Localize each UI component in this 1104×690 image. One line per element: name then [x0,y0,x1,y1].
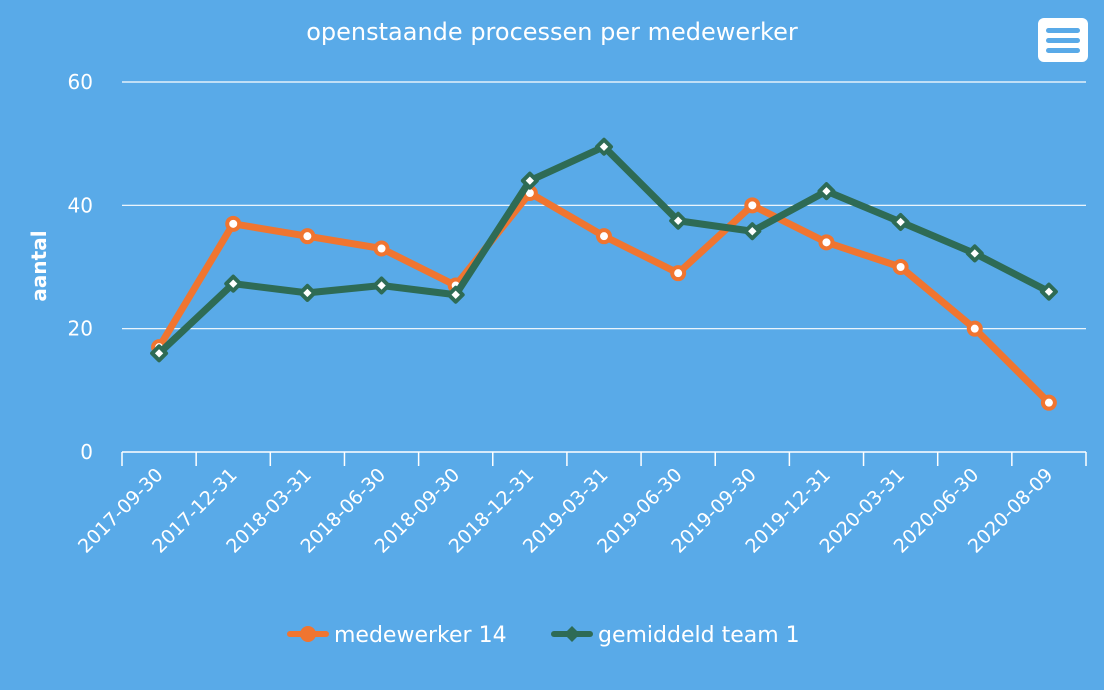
data-point [744,197,761,214]
data-point [520,171,539,190]
data-point [150,344,169,363]
data-point [298,283,317,302]
data-point [446,285,465,304]
legend-marker [564,626,580,642]
data-point [595,137,613,156]
data-point [669,211,688,230]
data-point [892,259,909,275]
data-point [670,265,687,282]
data-point [1040,394,1057,411]
legend-label: gemiddeld team 1 [598,623,800,648]
data-point [225,215,242,232]
data-point [1039,282,1058,301]
data-point [817,182,836,201]
hamburger-menu-icon[interactable] [1038,18,1088,62]
legend-item-2: gemiddeld team 1 [551,623,800,648]
data-point [596,228,612,245]
data-point [966,320,983,337]
y-tick-label: 40 [68,193,93,217]
series-1 [151,185,1057,411]
legend-label: medewerker 14 [334,623,507,648]
data-point [891,212,910,231]
series-line [155,189,1053,407]
data-point [818,234,835,251]
data-point [224,274,243,293]
legend-marker [300,626,316,642]
data-point [299,228,316,245]
y-tick-label: 60 [68,70,93,94]
y-axis-label: aantal [27,230,51,301]
y-tick-label: 20 [68,317,93,341]
legend: medewerker 14 gemiddeld team 1 [287,623,800,648]
series-line [155,143,1053,357]
data-point [965,244,984,263]
series-2 [150,137,1058,363]
legend-item-1: medewerker 14 [287,623,507,648]
chart-title: openstaande processen per medewerker [306,18,798,46]
data-point [372,276,391,295]
data-point [743,222,762,241]
y-tick-label: 0 [80,440,93,464]
data-point [373,240,390,257]
